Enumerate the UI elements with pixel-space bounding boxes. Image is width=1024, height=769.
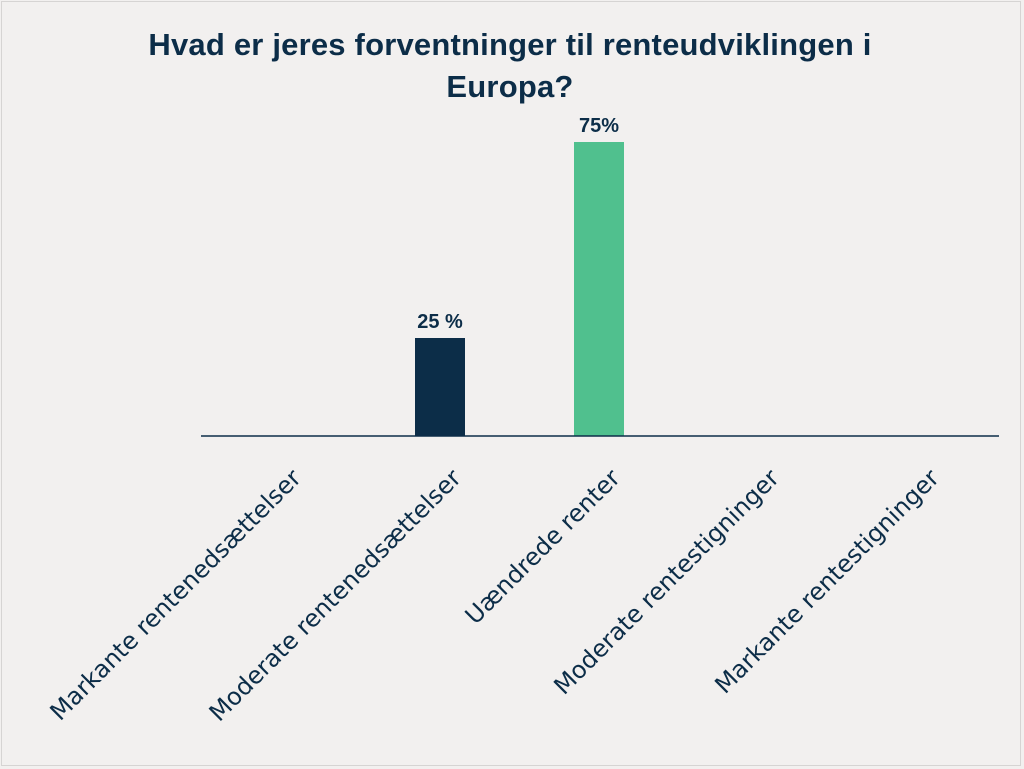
chart-title: Hvad er jeres forventninger til renteudv… [148, 27, 872, 104]
category-label-1: Markante rentenedsættelser [45, 464, 307, 726]
bars-layer [415, 142, 624, 436]
data-label-2: 25 % [417, 311, 463, 333]
data-labels-layer: 25 % 75% [417, 115, 619, 333]
category-label-3: Uændrede renter [460, 464, 626, 630]
bar-3 [574, 142, 624, 436]
data-label-3: 75% [579, 115, 619, 137]
bar-2 [415, 338, 465, 436]
category-label-2: Moderate rentenedsættelser [204, 464, 467, 727]
